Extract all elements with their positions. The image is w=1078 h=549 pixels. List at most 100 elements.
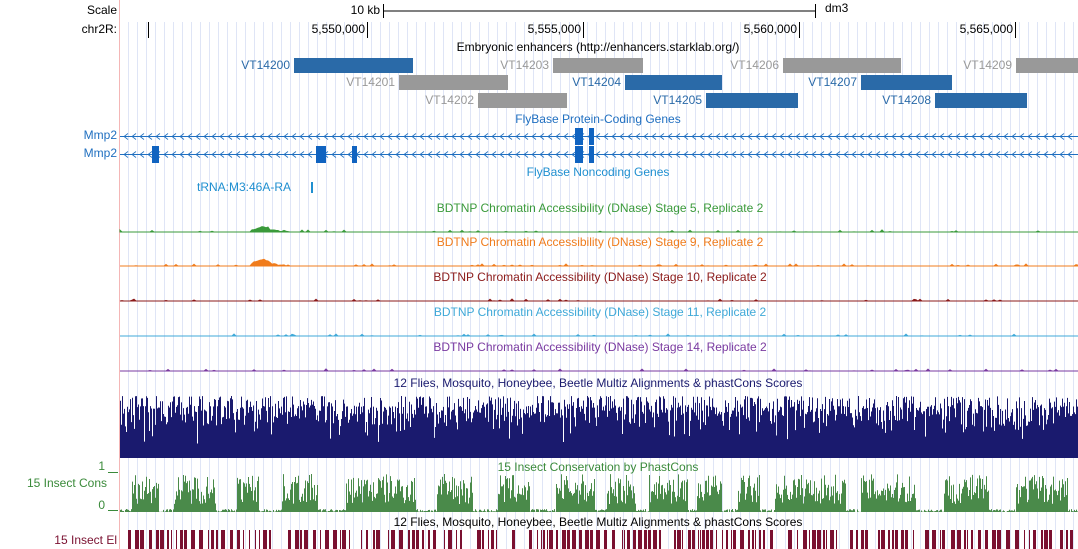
exon — [589, 146, 594, 163]
exon — [316, 146, 326, 163]
conserved-element — [300, 530, 302, 549]
conserved-element — [249, 530, 250, 549]
conserved-element — [836, 530, 837, 549]
conserved-element — [456, 530, 457, 549]
noncoding-gene — [311, 182, 313, 193]
conserved-element — [549, 530, 553, 549]
conserved-element — [211, 530, 214, 549]
signal — [119, 298, 1078, 302]
conserved-element — [320, 530, 321, 549]
conserved-element — [1049, 530, 1052, 549]
conserved-element — [288, 530, 291, 549]
gene-side-label: Mmp2 — [84, 146, 118, 160]
conserved-element — [901, 530, 904, 549]
enhancer-label: VT14206 — [730, 58, 779, 72]
track-title: Embryonic enhancers (http://enhancers.st… — [457, 40, 740, 54]
conserved-element — [978, 530, 981, 549]
conserved-element — [255, 530, 256, 549]
conserved-element — [951, 530, 955, 549]
enhancer — [1016, 58, 1078, 73]
conserved-element — [648, 530, 651, 549]
enhancer — [706, 93, 798, 108]
conserved-element — [1006, 530, 1010, 549]
conserved-element — [688, 530, 691, 549]
conserved-element — [823, 530, 825, 549]
conserved-element — [543, 530, 545, 549]
conserved-element — [333, 530, 337, 549]
conserved-element — [128, 530, 131, 549]
conserved-element — [627, 530, 630, 549]
conserved-element — [171, 530, 172, 549]
conserved-element — [208, 530, 209, 549]
conserved-element — [433, 530, 436, 549]
conserved-element — [770, 530, 773, 549]
conserved-element — [295, 530, 299, 549]
conserved-element — [850, 530, 853, 549]
conserved-element — [460, 530, 462, 549]
gene-strand-arrows — [123, 151, 1073, 158]
scale-bar-label: 10 kb — [351, 3, 381, 17]
chrom-label: chr2R: — [82, 22, 117, 36]
conserved-element — [243, 530, 244, 549]
conserved-element — [809, 530, 810, 549]
conserved-element — [199, 530, 203, 549]
conserved-element — [913, 530, 914, 549]
signal — [119, 226, 1078, 233]
conserved-element — [925, 530, 929, 549]
axis-min-label: 0 — [98, 498, 105, 512]
exon — [575, 128, 583, 145]
conserved-element — [448, 530, 452, 549]
conserved-element — [985, 530, 988, 549]
track-side-label: 15 Insect Cons — [27, 476, 107, 490]
axis-max-label: 1 — [98, 459, 105, 473]
conserved-element — [788, 530, 792, 549]
enhancer-label: VT14205 — [653, 93, 702, 107]
conserved-element — [376, 530, 380, 549]
conserved-element — [135, 530, 139, 549]
conserved-element — [541, 530, 542, 549]
conserved-element — [763, 530, 765, 549]
conserved-element — [759, 530, 761, 549]
conserved-element — [496, 530, 497, 549]
conserved-element — [971, 530, 973, 549]
enhancer-label: VT14203 — [500, 58, 549, 72]
conserved-element — [237, 530, 240, 549]
conserved-element — [722, 530, 723, 549]
conserved-element — [1044, 530, 1048, 549]
assembly-label: dm3 — [825, 1, 849, 15]
track-title: 12 Flies, Mosquito, Honeybee, Beetle Mul… — [394, 515, 803, 529]
conserved-element — [716, 530, 717, 549]
conserved-element — [892, 530, 894, 549]
grid — [128, 22, 1074, 549]
conserved-element — [361, 530, 362, 549]
conserved-element — [940, 530, 941, 549]
conserved-element — [156, 530, 159, 549]
conserved-element — [1029, 530, 1030, 549]
conserved-element — [412, 530, 415, 549]
conserved-element — [1041, 530, 1043, 549]
conserved-element — [596, 530, 600, 549]
conserved-element — [230, 530, 233, 549]
conserved-element — [702, 530, 705, 549]
enhancer-label: VT14204 — [572, 75, 621, 89]
ruler-tick-label: 5,555,000 — [528, 22, 582, 36]
gene-side-label: Mmp2 — [84, 128, 118, 142]
conserved-element — [1066, 530, 1068, 549]
conserved-element — [176, 530, 177, 549]
conserved-element — [477, 530, 481, 549]
conserved-element — [349, 530, 350, 549]
enhancer-label: VT14200 — [241, 58, 290, 72]
conserved-element — [865, 530, 868, 549]
conserved-element — [567, 530, 570, 549]
conserved-element — [653, 530, 657, 549]
conserved-element — [740, 530, 744, 549]
conserved-element — [797, 530, 798, 549]
conserved-element — [221, 530, 225, 549]
track-title: BDTNP Chromatin Accessibility (DNase) St… — [437, 235, 764, 249]
conserved-element — [682, 530, 683, 549]
enhancer — [783, 58, 901, 73]
conserved-element — [167, 530, 169, 549]
enhancer — [861, 75, 952, 90]
